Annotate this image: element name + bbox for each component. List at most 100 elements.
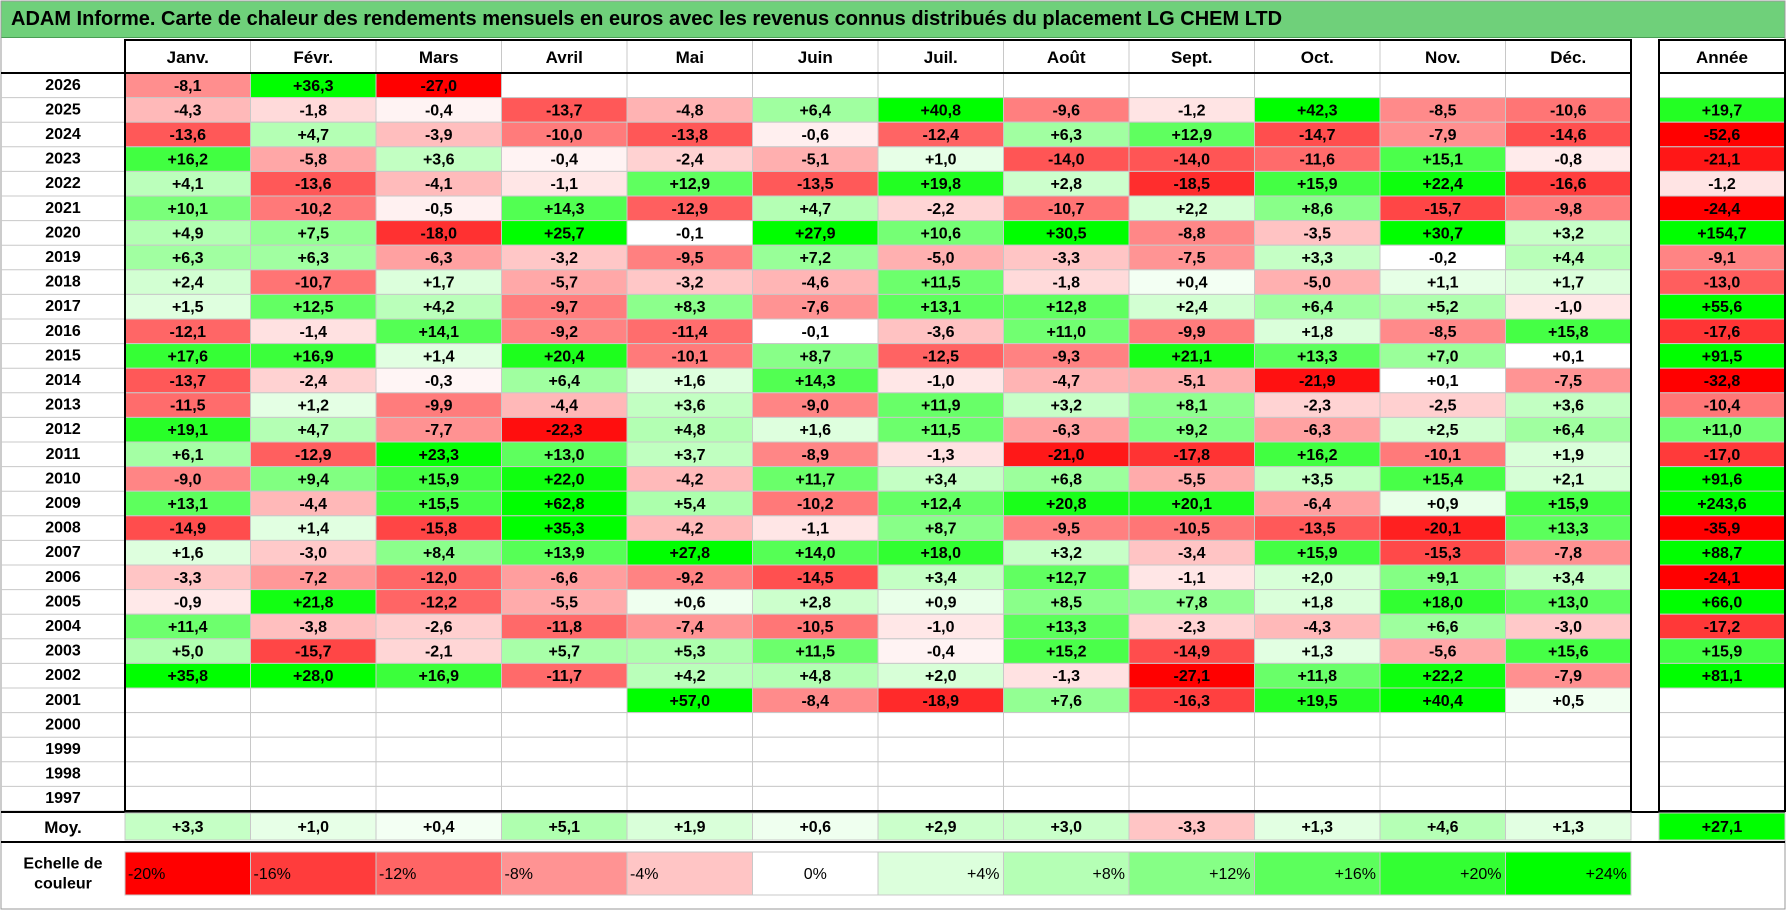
- cell-value: -9,3: [1052, 348, 1080, 365]
- heatmap-cell: [1505, 490, 1632, 517]
- cell-value: -1,8: [1052, 275, 1080, 292]
- row-year-label: 2010: [45, 470, 81, 487]
- cell-value: -2,6: [425, 619, 453, 636]
- annual-cell: [1658, 195, 1786, 222]
- heatmap-cell: [124, 589, 251, 615]
- heatmap-cell: [1003, 343, 1130, 369]
- heatmap-cell: [1379, 97, 1506, 123]
- cell-value: +16,2: [1297, 447, 1338, 464]
- average-value: +1,9: [674, 819, 706, 836]
- heatmap-cell: [250, 367, 377, 394]
- cell-value: -3,4: [1178, 545, 1206, 562]
- row-year-label: 1998: [45, 766, 81, 783]
- cell-value: -7,5: [1554, 373, 1582, 390]
- month-header-cell: [1505, 39, 1632, 74]
- cell-value: +21,8: [293, 594, 334, 611]
- cell-value: +0,9: [1427, 496, 1459, 513]
- cell-value: +12,9: [670, 176, 711, 193]
- cell-value: +6,4: [1301, 299, 1333, 316]
- heatmap-cell: [1254, 638, 1381, 664]
- heatmap-cell: [124, 72, 251, 99]
- cell-value: +4,4: [1552, 250, 1584, 267]
- annual-value: -17,2: [1704, 619, 1741, 636]
- heatmap-cell: [124, 195, 251, 222]
- heatmap-cell: [501, 441, 628, 468]
- heatmap-cell: [1505, 761, 1632, 787]
- heatmap-cell: [1003, 146, 1130, 172]
- heatmap-cell: [375, 392, 502, 418]
- cell-value: +3,3: [1301, 250, 1333, 267]
- heatmap-cell: [1505, 712, 1632, 738]
- heatmap-cell: [1003, 121, 1130, 148]
- heatmap-cell: [250, 72, 377, 99]
- heatmap-cell: [250, 97, 377, 123]
- heatmap-cell: [752, 244, 879, 271]
- cell-value: -8,9: [801, 447, 829, 464]
- cell-value: -5,5: [1178, 471, 1206, 488]
- cell-value: +13,3: [1548, 521, 1589, 538]
- annual-value: +81,1: [1702, 668, 1743, 685]
- cell-value: +4,9: [172, 225, 204, 242]
- annual-cell: [1658, 515, 1786, 541]
- cell-value: -2,5: [1429, 398, 1457, 415]
- heatmap-cell: [1505, 589, 1632, 615]
- cell-value: -5,0: [1303, 275, 1331, 292]
- heatmap-cell: [250, 146, 377, 172]
- heatmap-cell: [1003, 736, 1130, 763]
- heatmap-cell: [375, 293, 502, 320]
- cell-value: +8,5: [1050, 594, 1082, 611]
- heatmap-cell: [1505, 638, 1632, 664]
- row-year-label: 2023: [45, 151, 81, 168]
- cell-value: +30,7: [1423, 225, 1464, 242]
- heatmap-cell: [1003, 441, 1130, 468]
- cell-value: -7,9: [1554, 668, 1582, 685]
- month-header: Sept.: [1171, 48, 1213, 67]
- heatmap-cell: [375, 613, 502, 640]
- heatmap-cell: [626, 515, 753, 541]
- cell-value: -22,3: [546, 422, 583, 439]
- heatmap-cell: [752, 293, 879, 320]
- heatmap-cell: [877, 392, 1004, 418]
- heatmap-cell: [501, 318, 628, 345]
- cell-value: +15,9: [1548, 496, 1589, 513]
- heatmap-cell: [1003, 761, 1130, 787]
- heatmap-cell: [375, 367, 502, 394]
- cell-value: -17,8: [1174, 447, 1211, 464]
- heatmap-cell: [752, 589, 879, 615]
- heatmap-cell: [1254, 121, 1381, 148]
- title-bar: ADAM Informe. Carte de chaleur des rende…: [1, 1, 1785, 38]
- heatmap-cell: [752, 613, 879, 640]
- cell-value: +11,7: [795, 471, 835, 488]
- heatmap-cell: [1379, 761, 1506, 787]
- heatmap-cell: [124, 515, 251, 541]
- cell-value: +6,4: [1552, 422, 1584, 439]
- heatmap-cell: [250, 121, 377, 148]
- heatmap-cell: [375, 170, 502, 197]
- heatmap-cell: [1128, 97, 1255, 123]
- scale-swatch: [501, 851, 628, 896]
- heatmap-cell: [124, 416, 251, 443]
- cell-value: +0,5: [1552, 693, 1584, 710]
- heatmap-cell: [124, 712, 251, 738]
- cell-value: -3,9: [425, 127, 453, 144]
- heatmap-cell: [375, 195, 502, 222]
- heatmap-cell: [124, 170, 251, 197]
- cell-value: +28,0: [293, 668, 334, 685]
- cell-value: +0,1: [1427, 373, 1459, 390]
- heatmap-cell: [375, 121, 502, 148]
- row-year-label: 2026: [45, 77, 81, 94]
- heatmap-cell: [1379, 269, 1506, 295]
- cell-value: -1,0: [927, 373, 955, 390]
- heatmap-cell: [1254, 416, 1381, 443]
- heatmap-cell: [752, 343, 879, 369]
- cell-value: +1,0: [925, 152, 957, 169]
- cell-value: +7,0: [1427, 348, 1459, 365]
- heatmap-cell: [626, 613, 753, 640]
- heatmap-cell: [626, 785, 753, 812]
- annual-value: -32,8: [1704, 373, 1741, 390]
- cell-value: +57,0: [670, 693, 711, 710]
- heatmap-cell: [1505, 97, 1632, 123]
- cell-value: +35,3: [544, 521, 585, 538]
- cell-value: +1,9: [1552, 447, 1584, 464]
- month-header: Mai: [676, 48, 704, 67]
